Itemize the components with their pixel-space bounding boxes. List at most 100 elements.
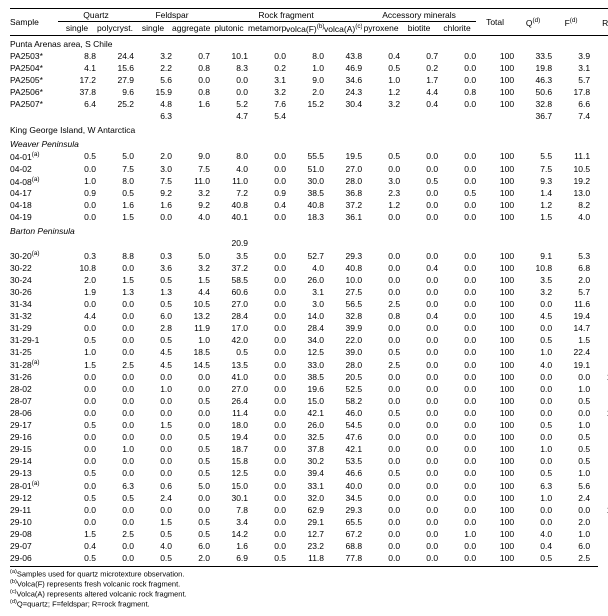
cell-value: 6.0 [134,310,172,322]
cell-value: 18.0 [210,419,248,431]
cell-value: 4.0 [514,528,552,540]
cell-value: 0.0 [248,395,286,407]
cell-value: 0.0 [58,443,96,455]
cell-value: 4.5 [134,346,172,358]
cell-value: 0.0 [96,346,134,358]
cell-value: 3.5 [210,249,248,262]
cell-value: 98.5 [590,443,608,455]
cell-value: 0.0 [362,455,400,467]
cell-sample [10,110,58,122]
cell-value: 0.0 [248,262,286,274]
cell-value: 1.5 [96,211,134,223]
cell-value: 0.0 [438,175,476,188]
cell-value: 25.2 [96,98,134,110]
cell-value: 43.8 [324,50,362,62]
cell-value: 3.2 [248,86,286,98]
cell-value: 0.6 [134,479,172,492]
cell-value: 27.5 [324,286,362,298]
table-row: 28-020.00.01.00.027.00.019.652.50.00.00.… [10,383,608,395]
table-row: 6.34.75.436.77.455.9 [10,110,608,122]
cell-value: 0.0 [134,211,172,223]
cell-value: 33.0 [286,358,324,371]
cell-value: 62.5 [590,50,608,62]
cell-sample: PA2503* [10,50,58,62]
cell-value: 55.9 [590,110,608,122]
table-row: 29-170.50.01.50.018.00.026.054.50.00.00.… [10,419,608,431]
cell-value: 0.5 [58,467,96,479]
cell-value: 0.0 [400,431,438,443]
cell-value: 38.5 [286,371,324,383]
cell-value: 0.0 [248,504,286,516]
cell-sample: 29-14 [10,455,58,467]
cell-value: 0.5 [248,552,286,564]
cell-value: 9.0 [286,74,324,86]
cell-value: 0.0 [96,419,134,431]
cell-value: 4.4 [58,310,96,322]
cell-value: 0.0 [248,150,286,163]
cell-value: 4.0 [286,262,324,274]
cell-value: 0.0 [362,274,400,286]
cell-value: 1.6 [96,199,134,211]
cell-value: 55.5 [286,150,324,163]
table-body: Punta Arenas area, S ChilePA2503*8.824.4… [10,35,608,564]
cell-value: 100 [476,74,514,86]
cell-value: 0.0 [134,504,172,516]
cell-value: 0.0 [438,50,476,62]
cell-value [96,237,134,249]
cell-value: 2.0 [552,274,590,286]
cell-value: 65.5 [324,516,362,528]
cell-value: 100 [476,552,514,564]
cell-value: 100 [476,199,514,211]
sub-a-bio: biotite [400,22,438,36]
cell-value: 10.8 [514,262,552,274]
cell-value: 40.8 [324,262,362,274]
table-row: PA2503*8.824.43.20.710.10.08.043.80.40.7… [10,50,608,62]
group-accessory: Accessory minerals [362,9,476,22]
cell-sample: 31-25 [10,346,58,358]
cell-value: 56.5 [324,298,362,310]
cell-value: 98.0 [590,516,608,528]
cell-value: 5.7 [552,286,590,298]
cell-value: 0.0 [438,346,476,358]
cell-value: 0.0 [400,455,438,467]
cell-value: 100 [476,187,514,199]
cell-value: 67.2 [324,528,362,540]
cell-value [286,110,324,122]
cell-value: 0.0 [438,358,476,371]
cell-value: 100.0 [590,371,608,383]
cell-value: 0.0 [134,443,172,455]
cell-value: 14.7 [552,322,590,334]
cell-value: 0.5 [362,467,400,479]
cell-value: 0.0 [362,334,400,346]
cell-value: 0.0 [210,74,248,86]
sub-a-pyr: pyroxene [362,22,400,36]
cell-value: 1.0 [514,492,552,504]
cell-value: 0.0 [362,322,400,334]
cell-value: 0.0 [400,150,438,163]
cell-value: 17.2 [58,74,96,86]
cell-value: 0.0 [58,322,96,334]
cell-sample: 29-06 [10,552,58,564]
cell-value: 0.0 [438,479,476,492]
cell-value: 0.8 [362,310,400,322]
cell-value: 0.0 [400,504,438,516]
cell-value: 9.2 [172,199,210,211]
cell-value: 28.4 [210,310,248,322]
table-row: 31-28(a)1.52.54.514.513.50.033.028.02.50… [10,358,608,371]
cell-sample: 30-26 [10,286,58,298]
cell-value: 0.4 [514,540,552,552]
cell-value: 1.0 [514,346,552,358]
cell-value: 0.0 [172,504,210,516]
cell-value: 100 [476,540,514,552]
table-row: 28-070.00.00.00.526.40.015.058.20.00.00.… [10,395,608,407]
cell-value: 98.5 [590,419,608,431]
cell-value: 1.5 [134,516,172,528]
cell-value: 7.5 [514,163,552,175]
cell-value: 7.5 [172,163,210,175]
cell-value: 0.0 [248,286,286,298]
cell-value: 34.6 [324,74,362,86]
cell-value: 22.0 [324,334,362,346]
cell-value: 0.0 [362,419,400,431]
cell-value: 1.0 [172,334,210,346]
table-row: 29-110.00.00.00.07.80.062.929.30.00.00.0… [10,504,608,516]
